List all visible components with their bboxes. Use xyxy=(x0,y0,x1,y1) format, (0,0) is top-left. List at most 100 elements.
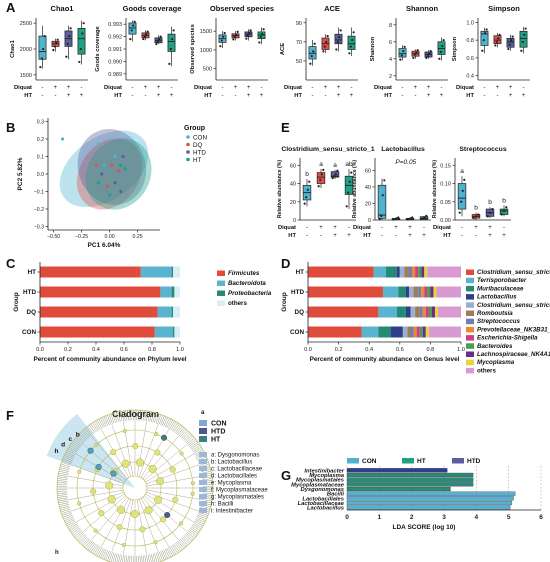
enriched-taxon-node xyxy=(95,464,102,471)
y-tick-label: 1000 xyxy=(200,48,212,54)
data-point xyxy=(403,45,406,48)
leaf-branch xyxy=(166,418,172,428)
legend-swatch-htd xyxy=(452,458,464,464)
ht-sign: + xyxy=(333,233,337,239)
leaf-branch xyxy=(183,433,191,441)
y-tick-label: −0.3 xyxy=(34,225,44,231)
leaf-branch xyxy=(188,529,198,536)
enriched-taxon-node xyxy=(160,434,167,441)
y-tick-label: 2500 xyxy=(20,21,32,27)
pcoa-point-dq xyxy=(110,163,114,167)
y-tick-label: 0.10 xyxy=(440,182,451,188)
legend-label-con: CON xyxy=(211,421,227,428)
stacked-segment xyxy=(396,266,400,278)
ht-row-label: HT xyxy=(288,233,296,239)
taxon-key-label: e: Mycoplasma xyxy=(211,481,252,487)
taxon-node xyxy=(144,506,153,515)
stacked-segment xyxy=(416,326,420,338)
leaf-branch xyxy=(114,412,118,423)
leaf-branch xyxy=(194,449,204,456)
ht-sign: + xyxy=(440,93,444,99)
ht-sign: - xyxy=(415,93,417,99)
stacked-segment xyxy=(436,286,461,298)
ht-sign: - xyxy=(475,233,477,239)
taxon-node xyxy=(117,506,126,515)
leaf-branch xyxy=(172,544,178,554)
leaf-branch xyxy=(146,554,148,562)
ht-row-label: HT xyxy=(24,93,32,99)
inner-branch xyxy=(140,498,170,547)
ht-sign: - xyxy=(132,93,134,99)
data-point xyxy=(507,47,510,51)
taxon-node xyxy=(154,449,161,456)
taxon-key-label: d: Lactobacillales xyxy=(211,474,257,480)
legend-title: Group xyxy=(184,125,205,132)
leaf-branch xyxy=(147,411,151,422)
taxon-key-swatch xyxy=(199,494,207,499)
diquat-row-label: Diquat xyxy=(374,85,392,91)
p-value-annotation: P=0.05 xyxy=(395,159,416,166)
data-point xyxy=(248,31,251,35)
lda-bar-ht xyxy=(346,477,474,482)
chart-title: Shannon xyxy=(406,4,438,13)
leaf-branch xyxy=(67,522,77,528)
data-point xyxy=(168,62,171,65)
leaf-branch xyxy=(58,499,69,502)
ht-sign: - xyxy=(484,93,486,99)
lda-bar-con xyxy=(346,500,513,506)
ht-sign: + xyxy=(157,93,161,99)
taxon-label: Lactobacillus xyxy=(307,506,345,512)
leaf-branch xyxy=(65,453,75,459)
taxon-node xyxy=(94,442,99,447)
ht-row-label: HT xyxy=(114,93,122,99)
leaf-branch xyxy=(100,548,106,558)
pcoa-point-con xyxy=(60,137,65,141)
leaf-branch xyxy=(149,411,153,422)
leaf-branch xyxy=(191,445,201,451)
diquat-sign: + xyxy=(474,225,478,231)
x-tick-label: 1.0 xyxy=(457,347,465,353)
data-point xyxy=(411,216,414,219)
diquat-sign: + xyxy=(324,85,328,91)
legend-swatch xyxy=(466,277,474,284)
leaf-branch xyxy=(158,551,163,561)
stacked-segment xyxy=(418,266,422,278)
pcoa-point-con xyxy=(102,163,106,167)
legend-label: Muribaculaceae xyxy=(477,285,524,292)
leaf-branch xyxy=(110,413,115,424)
leaf-branch xyxy=(123,410,126,421)
leaf-branch xyxy=(187,530,196,537)
data-point xyxy=(66,42,69,45)
panel-c-phylum-stacked-bar: HT HTD DQ CON 0.0 0.2 0.4 0.6 0.8 1.0 Percent of c… xyxy=(13,262,272,363)
leaf-branch xyxy=(161,416,167,426)
chart-title: ACE xyxy=(324,4,340,13)
inner-branch xyxy=(91,435,128,479)
y-tick-label: 20 xyxy=(365,201,371,207)
data-point xyxy=(423,216,426,219)
legend-swatch xyxy=(217,290,225,296)
ht-sign: + xyxy=(347,233,351,239)
data-point xyxy=(339,29,342,32)
data-point xyxy=(39,65,42,69)
data-point xyxy=(439,50,442,54)
legend-label-con: CON xyxy=(193,134,207,141)
legend-label: Escherichia-Shigella xyxy=(477,335,538,342)
leaf-branch xyxy=(141,555,143,562)
legend-label-ht: HT xyxy=(211,437,221,444)
stacked-segment xyxy=(430,286,434,298)
leaf-branch xyxy=(61,510,71,515)
data-point xyxy=(485,28,488,31)
data-point xyxy=(312,50,315,53)
stacked-segment xyxy=(171,286,175,298)
data-point xyxy=(336,40,339,43)
enriched-taxon-node xyxy=(110,470,117,477)
leaf-branch xyxy=(193,522,203,528)
panel-e-genus-boxplots: Clostridium_sensu_stricto_1 0 20 40 60 Relati… xyxy=(277,146,511,239)
stacked-segment xyxy=(361,326,379,338)
leaf-branch xyxy=(69,445,79,451)
data-point xyxy=(505,206,508,209)
leaf-branch xyxy=(125,410,127,421)
leaf-branch xyxy=(201,470,212,474)
y-axis-label: Observed species xyxy=(190,24,196,74)
inner-branch xyxy=(82,495,126,532)
